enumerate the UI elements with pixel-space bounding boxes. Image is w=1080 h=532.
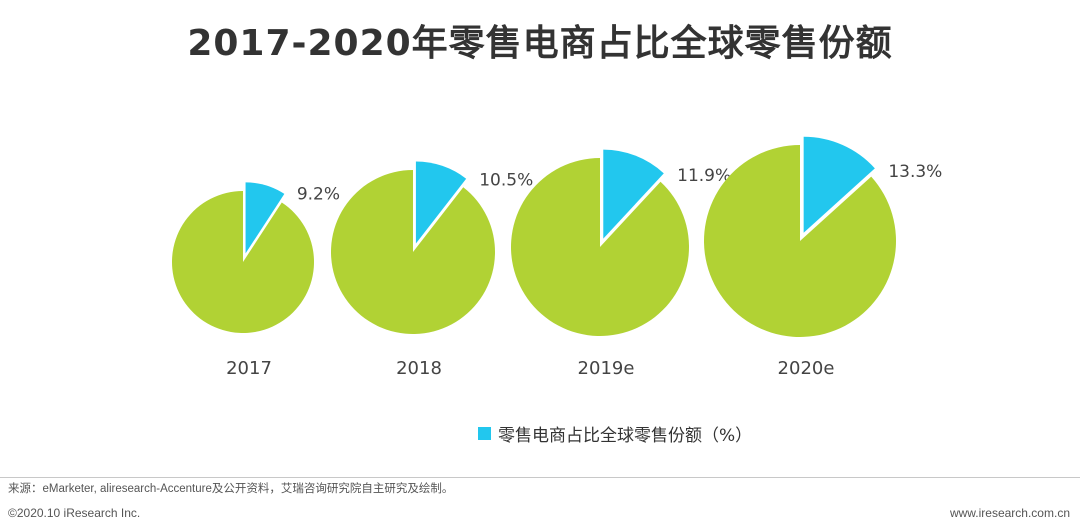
pie-slice-ecommerce-2020e [803,136,875,233]
data-label-2017: 9.2% [297,185,340,205]
pie-slice-other-2018 [330,170,495,334]
chart-title: 2017-2020年零售电商占比全球零售份额 [187,23,893,64]
legend-swatch [478,427,491,440]
category-label-2020e: 2020e [778,358,835,379]
data-label-2020e: 13.3% [888,162,942,182]
legend: 零售电商占比全球零售份额（%） [478,421,752,446]
pie-slice-ecommerce-2019e [603,149,664,239]
category-label-2019e: 2019e [578,358,635,379]
legend-label: 零售电商占比全球零售份额（%） [498,426,753,446]
pie-chart-area: 9.2% 2017 10.5% 2018 11.9% 2019e 13.3% 2020e [171,136,942,379]
copyright: ©2020.10 iResearch Inc. [8,506,141,520]
pie-slice-other-2017 [171,190,314,333]
category-label-2018: 2018 [396,358,442,379]
data-label-2019e: 11.9% [677,166,731,186]
website-link: www.iresearch.com.cn [949,506,1070,520]
pie-slice-other-2020e [703,145,896,337]
pie-slice-ecommerce-2017 [245,182,285,254]
category-label-2017: 2017 [226,358,272,379]
pie-slice-ecommerce-2018 [415,161,467,244]
pie-slice-other-2019e [511,158,689,336]
footer-divider [0,477,1080,478]
source-note: 来源：eMarketer, aliresearch-Accenture及公开资料… [8,483,454,495]
data-label-2018: 10.5% [479,170,533,190]
